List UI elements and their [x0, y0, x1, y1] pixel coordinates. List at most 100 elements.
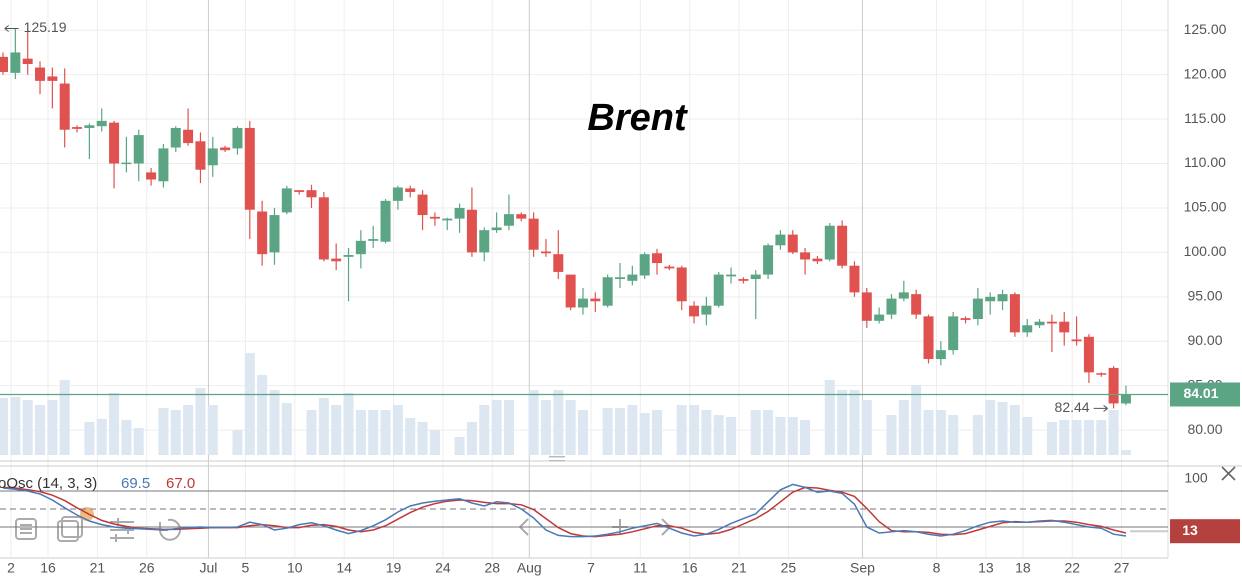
candle-body	[849, 265, 860, 293]
resize-handle[interactable]	[549, 460, 565, 462]
candle-body	[985, 296, 996, 302]
candle-body	[713, 274, 724, 306]
candle-body	[577, 298, 588, 308]
settings-icon[interactable]	[110, 518, 134, 542]
osc-k-readout: 69.5	[121, 475, 150, 492]
volume-bar	[84, 422, 95, 455]
volume-bar	[22, 400, 33, 455]
volume-bar	[923, 410, 934, 455]
volume-bar	[1120, 450, 1131, 455]
volume-bar	[121, 420, 132, 455]
volume-bar	[109, 393, 120, 455]
volume-bar	[207, 405, 218, 455]
candle-body	[207, 148, 218, 166]
candle-body	[343, 255, 354, 257]
candle-body	[1120, 394, 1131, 404]
volume-bar	[47, 400, 58, 455]
resize-handle[interactable]	[549, 456, 565, 458]
volume-bar	[898, 400, 909, 455]
candle-body	[22, 58, 33, 64]
volume-bar	[1046, 422, 1057, 455]
volume-bar	[35, 405, 46, 455]
candle-body	[306, 190, 317, 198]
volume-bar	[676, 405, 687, 455]
volume-bar	[133, 428, 144, 455]
volume-bar	[750, 410, 761, 455]
volume-bar	[466, 422, 477, 455]
candle-body	[590, 298, 601, 302]
osc-tick-label: 100	[1184, 470, 1208, 486]
last-price-label: 84.01	[1183, 385, 1218, 401]
candle-body	[689, 305, 700, 317]
x-tick-label: 28	[484, 560, 500, 576]
x-tick-label: 8	[933, 560, 941, 576]
osc-line-d	[2, 486, 1127, 538]
candle-body	[405, 188, 416, 192]
volume-bar	[1083, 420, 1094, 455]
candle-body	[812, 258, 823, 262]
candle-body	[602, 277, 613, 306]
x-tick-label: 16	[40, 560, 56, 576]
volume-bar	[1009, 405, 1020, 455]
candle-body	[368, 239, 379, 241]
candle-body	[1108, 367, 1119, 404]
volume-bar	[232, 430, 243, 455]
candle-body	[726, 274, 737, 277]
volume-bar	[701, 410, 712, 455]
y-tick-label: 110.00	[1184, 154, 1226, 170]
volume-bar	[392, 405, 403, 455]
volume-bar	[577, 410, 588, 455]
volume-bar	[355, 410, 366, 455]
volume-bar	[318, 398, 329, 455]
candle-body	[923, 316, 934, 360]
candle-body	[676, 267, 687, 302]
candle-body	[787, 234, 798, 253]
volume-bar	[1022, 417, 1033, 455]
candle-body	[664, 266, 675, 269]
y-tick-label: 120.00	[1184, 65, 1227, 81]
x-tick-label: 7	[587, 560, 595, 576]
candle-body	[1046, 321, 1057, 324]
list-icon[interactable]	[15, 518, 37, 540]
candle-body	[183, 129, 194, 144]
x-tick-label: 2	[7, 560, 15, 576]
candle-body	[540, 251, 551, 254]
y-tick-label: 100.00	[1184, 243, 1227, 259]
osc-last-label: 13	[1182, 522, 1198, 538]
volume-bar	[331, 405, 342, 455]
candle-body	[109, 122, 120, 164]
volume-bar	[0, 398, 8, 455]
candle-body	[318, 197, 329, 260]
candle-body	[972, 298, 983, 320]
last-price-tag	[1170, 382, 1240, 407]
candle-body	[565, 274, 576, 308]
volume-bar	[368, 410, 379, 455]
candle-body	[553, 254, 564, 272]
volume-bar	[343, 393, 354, 455]
volume-bar	[10, 397, 21, 455]
candle-body	[639, 254, 650, 276]
candle-body	[824, 225, 835, 260]
candle-body	[886, 298, 897, 315]
candle-body	[0, 56, 8, 72]
volume-bar	[1108, 410, 1119, 455]
y-tick-label: 125.00	[1184, 21, 1227, 37]
x-tick-label: 13	[978, 560, 994, 576]
volume-bar	[1096, 420, 1107, 455]
x-tick-label: 27	[1114, 560, 1130, 576]
max-label: 125.19	[24, 19, 67, 35]
volume-bar	[553, 390, 564, 455]
osc-d-readout: 67.0	[166, 475, 195, 492]
volume-bar	[726, 417, 737, 455]
volume-bar	[306, 410, 317, 455]
candle-body	[294, 190, 305, 192]
volume-bar	[429, 430, 440, 455]
candle-body	[195, 141, 206, 170]
candle-body	[1034, 321, 1045, 326]
volume-bar	[713, 415, 724, 455]
candle-body	[59, 83, 70, 130]
candle-body	[898, 292, 909, 299]
close-button[interactable]	[1221, 466, 1236, 481]
max-arrow	[4, 25, 19, 32]
candle-body	[960, 318, 971, 320]
